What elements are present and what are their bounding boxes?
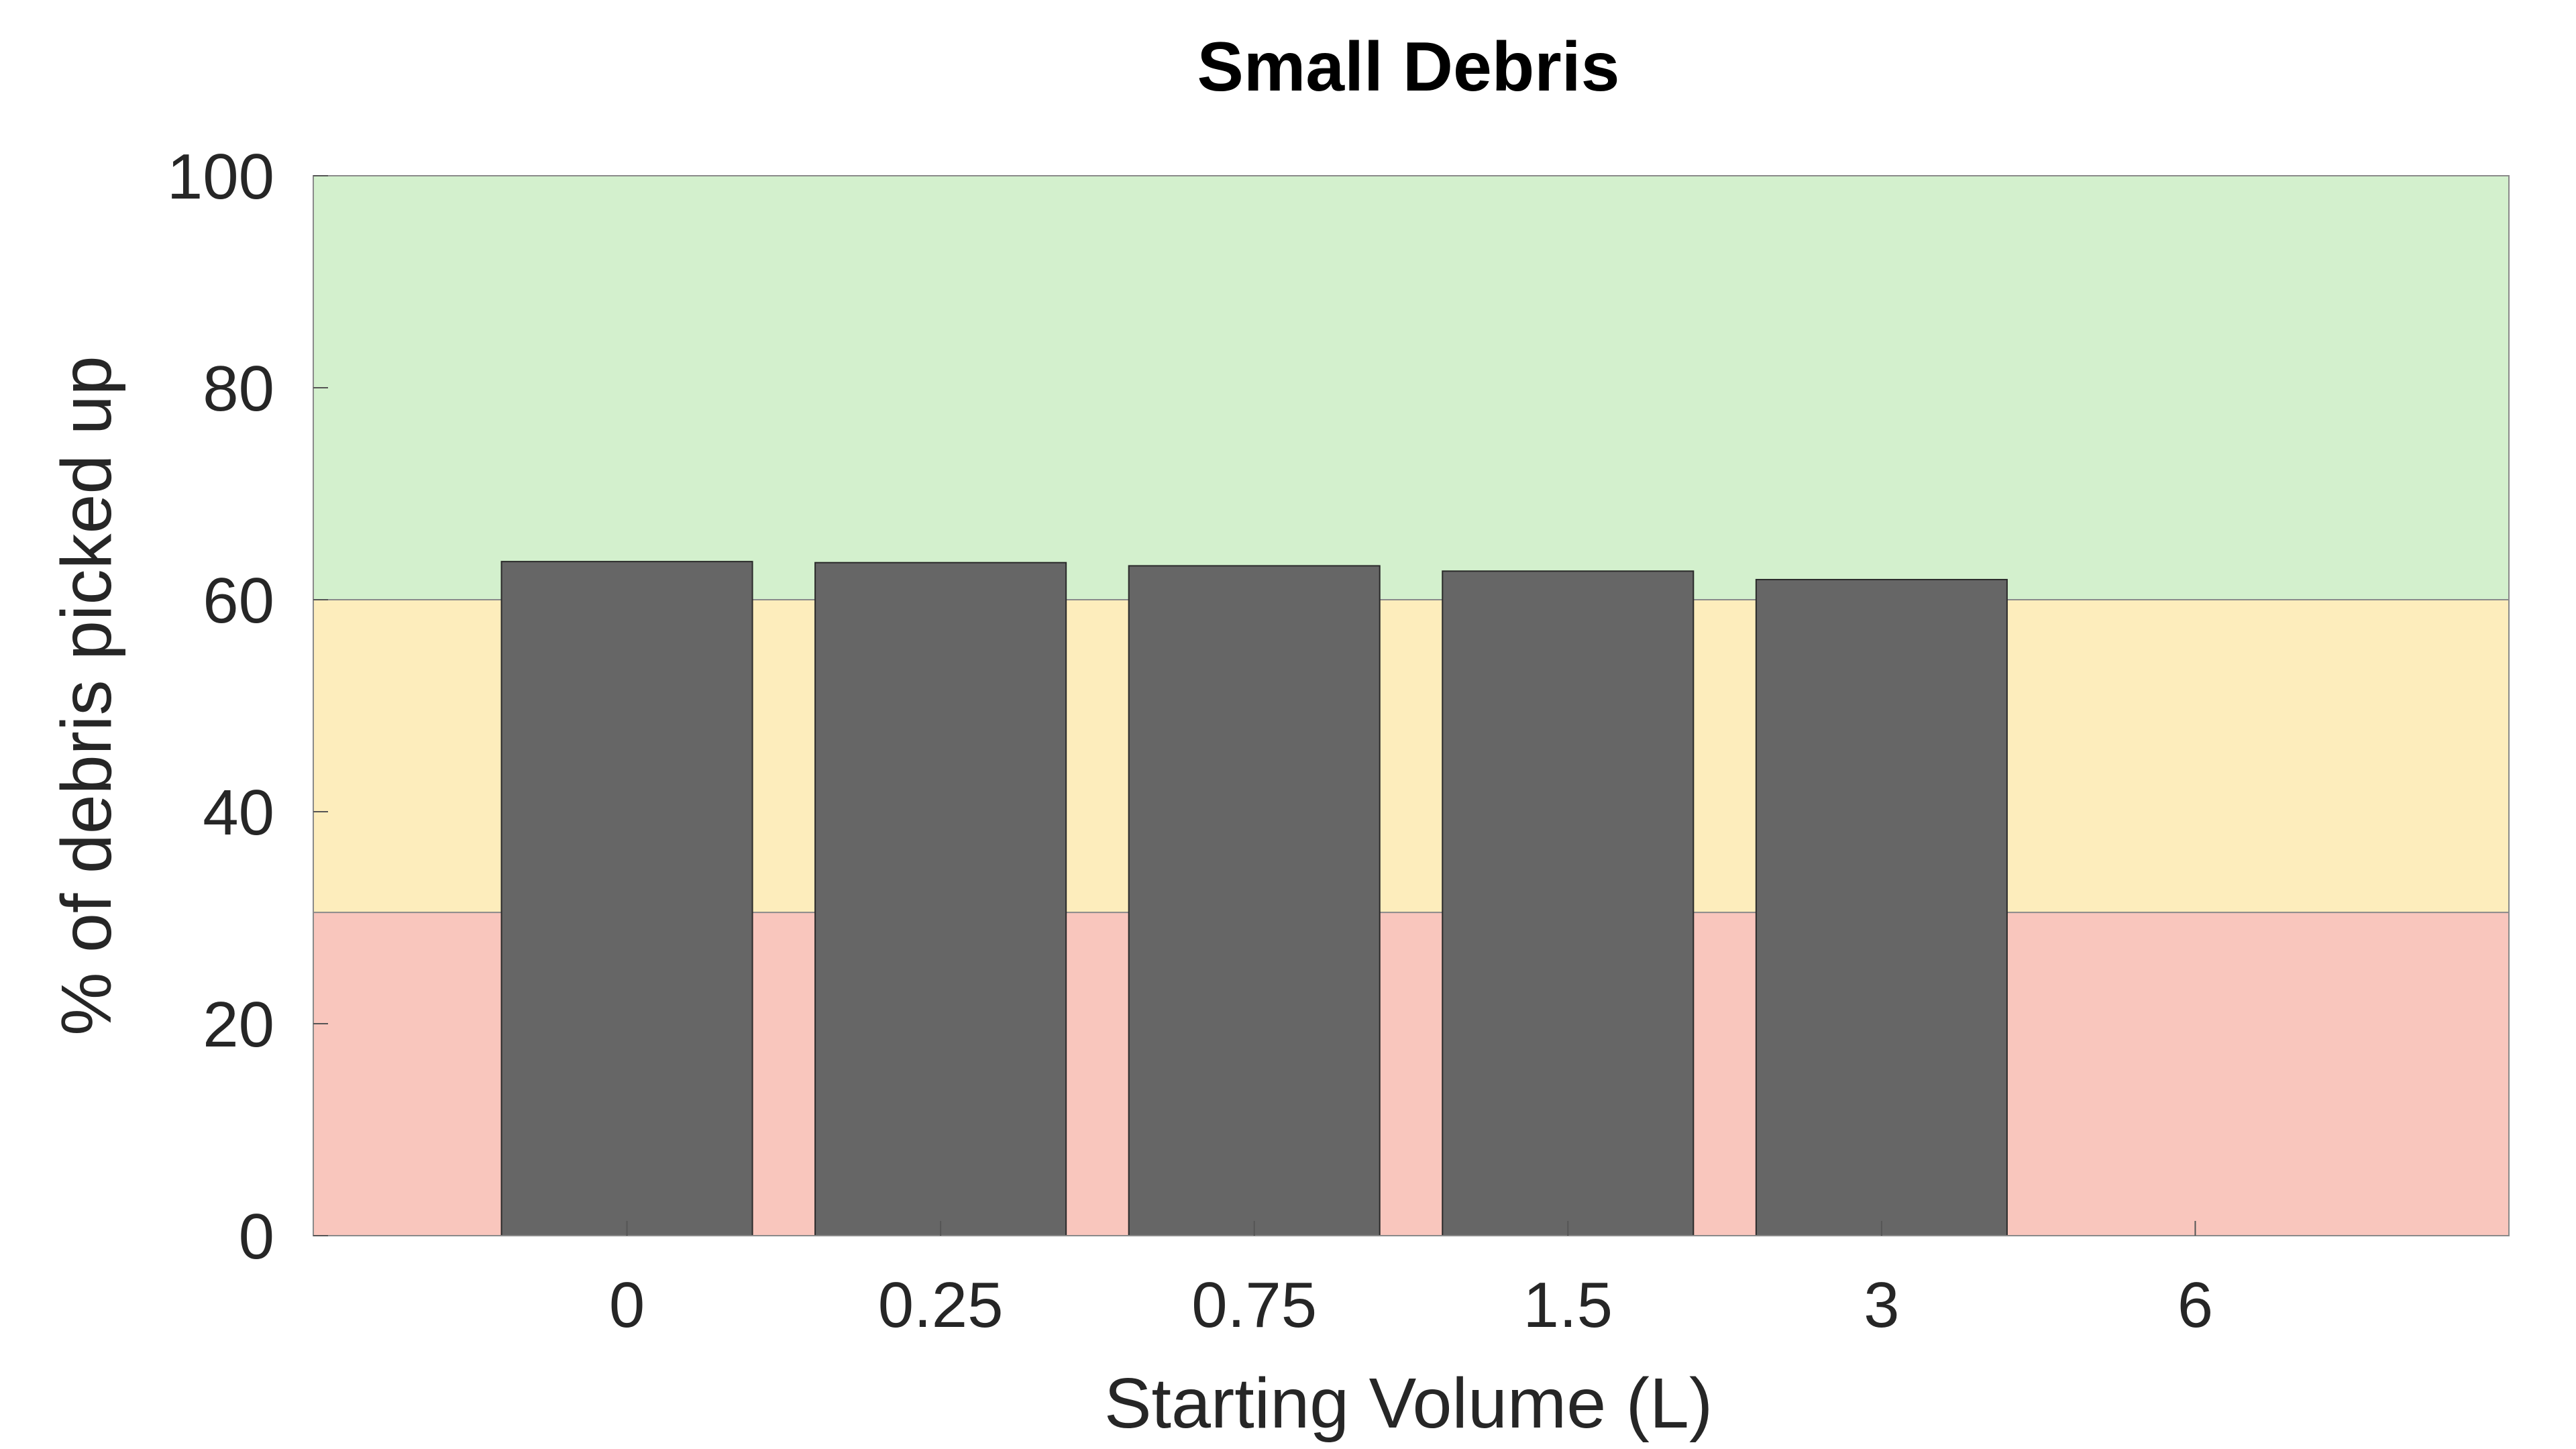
x-tick-label: 0.75 — [1191, 1269, 1317, 1341]
x-tick-label: 0.25 — [878, 1269, 1004, 1341]
bar-0.25 — [814, 561, 1067, 1236]
y-tick-label: 0 — [239, 1201, 274, 1273]
x-tick-labels: 0 0.25 0.75 1.5 3 6 — [609, 1269, 2213, 1341]
y-tick-label: 40 — [203, 777, 274, 849]
x-tick-label: 1.5 — [1523, 1269, 1613, 1341]
chart-title: Small Debris — [1197, 28, 1619, 106]
y-tick-label: 100 — [167, 141, 274, 213]
x-tick-label: 0 — [609, 1269, 645, 1341]
bar-3 — [1755, 578, 2008, 1236]
y-tick-marks — [313, 175, 328, 1236]
x-axis-label: Starting Volume (L) — [1104, 1364, 1713, 1443]
y-axis-label: % of debris picked up — [47, 356, 126, 1035]
y-tick-label: 60 — [203, 565, 274, 637]
bars — [500, 561, 2008, 1236]
bar-0.75 — [1128, 565, 1381, 1236]
bar-1.5 — [1442, 570, 1695, 1236]
x-tick-label: 3 — [1864, 1269, 1899, 1341]
y-tick-labels: 0 20 40 60 80 100 — [167, 141, 274, 1273]
y-tick-label: 20 — [203, 989, 274, 1061]
background-band-2 — [313, 176, 2509, 600]
bar-0 — [500, 561, 753, 1236]
y-tick-label: 80 — [203, 353, 274, 425]
x-tick-marks — [626, 1221, 2196, 1236]
x-tick-label: 6 — [2178, 1269, 2213, 1341]
plot-frame — [313, 175, 2510, 1236]
